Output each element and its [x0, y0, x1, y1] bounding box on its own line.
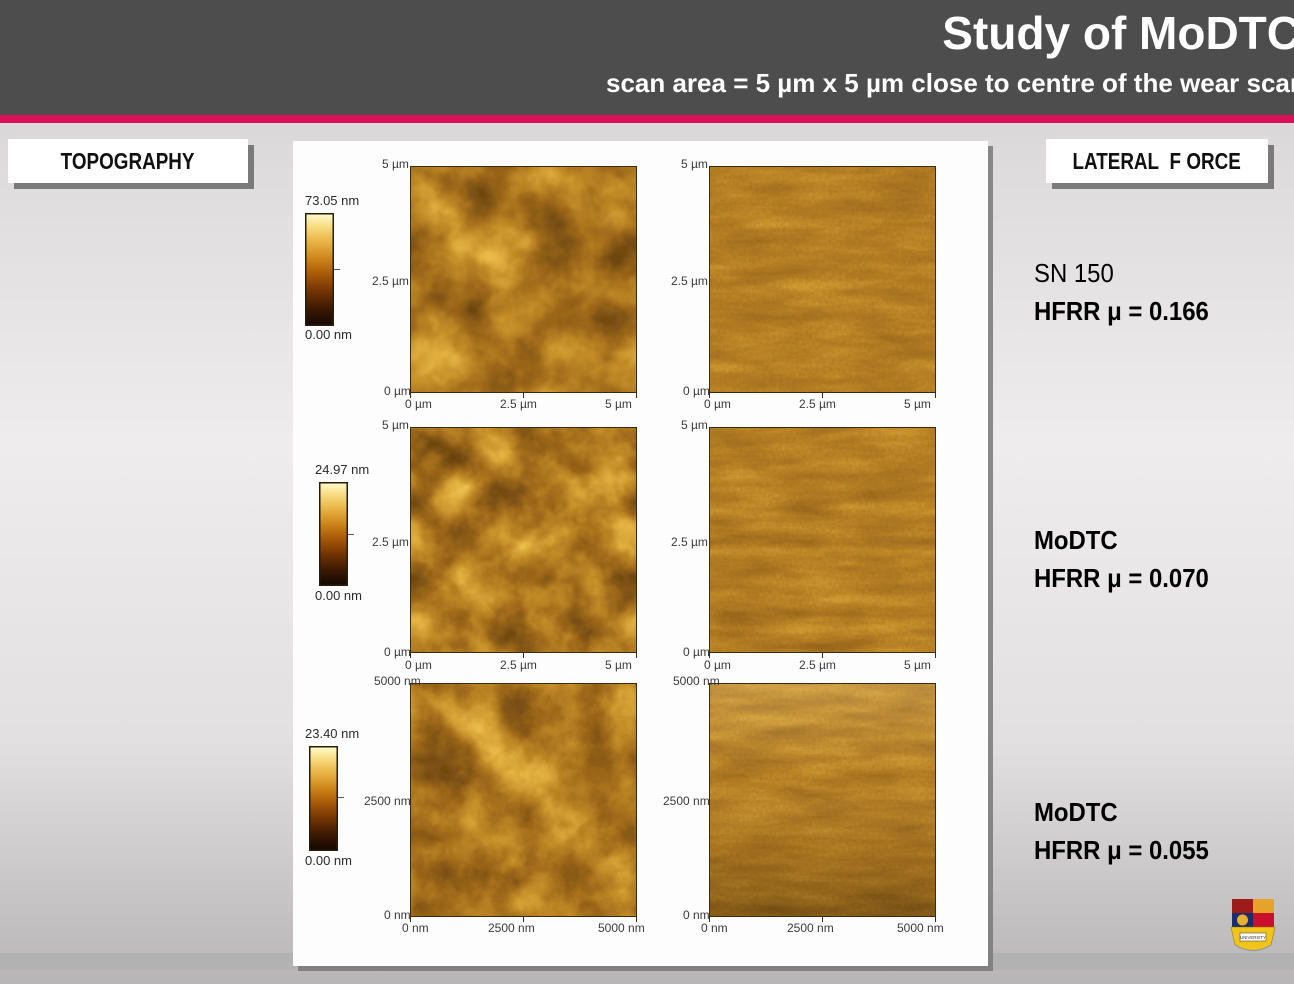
svg-text:UNIVERSITY: UNIVERSITY — [1240, 935, 1266, 940]
